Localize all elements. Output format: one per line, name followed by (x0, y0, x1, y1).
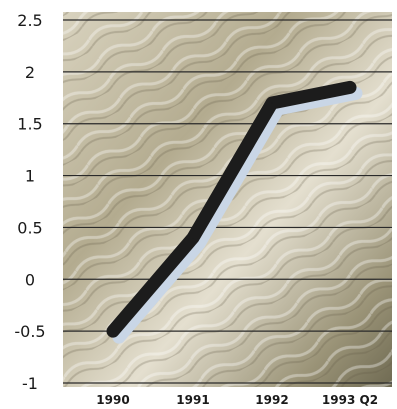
gridlines (63, 19, 392, 384)
x-tick-label: 1993 Q2 (322, 393, 378, 407)
y-tick-label: 1.5 (17, 115, 42, 134)
y-axis-ticks: 2.5 2 1.5 1 0.5 0 -0.5 -1 (14, 11, 45, 393)
data-point (192, 236, 194, 239)
series-line (106, 80, 357, 338)
y-tick-label: 2.5 (17, 11, 42, 30)
series-line-shadow (112, 86, 363, 344)
y-tick-label: 2 (25, 63, 35, 82)
data-point (349, 86, 351, 89)
data-point (271, 101, 273, 104)
x-tick-label: 1992 (255, 393, 288, 407)
y-tick-label: 1 (25, 167, 35, 186)
y-tick-label: 0.5 (17, 218, 42, 237)
data-point (112, 330, 114, 333)
y-tick-label: 0 (25, 270, 35, 289)
x-tick-label: 1991 (176, 393, 209, 407)
x-tick-label: 1990 (96, 393, 129, 407)
y-tick-label: -1 (22, 374, 38, 393)
y-tick-label: -0.5 (14, 322, 45, 341)
series-group (106, 80, 363, 344)
x-axis-ticks: 1990 1991 1992 1993 Q2 (96, 393, 378, 407)
